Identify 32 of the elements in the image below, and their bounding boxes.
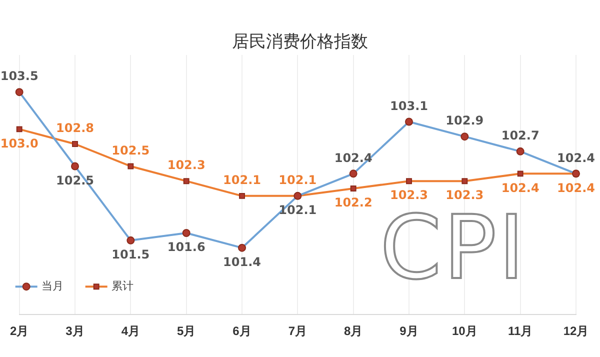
legend-label: 当月 bbox=[41, 279, 64, 292]
x-tick-label: 12月 bbox=[563, 324, 589, 338]
x-tick-label: 11月 bbox=[508, 324, 533, 338]
data-label: 102.4 bbox=[557, 150, 595, 165]
data-label: 102.1 bbox=[278, 173, 317, 188]
x-tick-label: 10月 bbox=[452, 324, 478, 338]
data-label: 101.6 bbox=[167, 240, 206, 254]
x-tick-label: 2月 bbox=[10, 324, 29, 338]
x-tick-label: 5月 bbox=[176, 324, 196, 338]
x-tick-label: 8月 bbox=[344, 324, 363, 338]
x-tick-label: 6月 bbox=[232, 324, 252, 338]
x-tick-label: 3月 bbox=[66, 324, 84, 338]
x-tick-label: 7月 bbox=[288, 324, 308, 338]
data-label: 102.3 bbox=[446, 188, 484, 202]
x-tick-label: 9月 bbox=[400, 324, 418, 338]
x-tick-label: 4月 bbox=[121, 324, 140, 338]
data-label: 102.3 bbox=[167, 158, 206, 172]
data-label: 102.5 bbox=[112, 143, 150, 158]
data-label: 102.4 bbox=[501, 180, 540, 195]
data-label: 101.4 bbox=[223, 254, 261, 269]
data-label: 103.5 bbox=[0, 69, 38, 84]
data-label: 102.7 bbox=[501, 128, 540, 143]
data-label: 103.1 bbox=[390, 98, 428, 113]
data-label: 102.4 bbox=[557, 180, 595, 195]
data-label: 102.1 bbox=[223, 173, 261, 188]
chart-title: 居民消费价格指数 bbox=[231, 31, 369, 53]
data-label: 101.5 bbox=[112, 248, 150, 262]
data-label: 103.0 bbox=[0, 136, 38, 150]
legend-label: 累计 bbox=[111, 279, 134, 292]
data-label: 102.9 bbox=[446, 114, 484, 128]
data-label: 102.2 bbox=[334, 196, 372, 210]
data-label: 102.8 bbox=[56, 121, 94, 136]
